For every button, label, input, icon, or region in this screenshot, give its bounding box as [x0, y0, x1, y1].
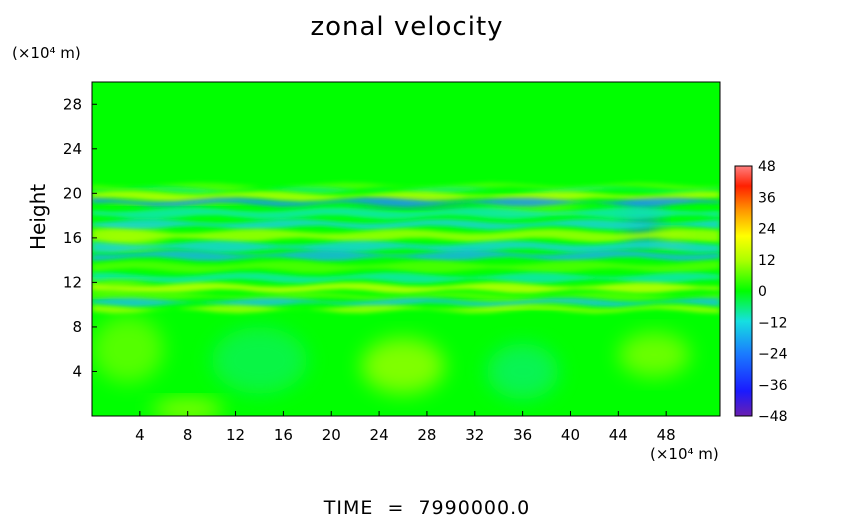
y-tick-label: 20: [63, 184, 82, 202]
colorbar-tick-label: −24: [758, 347, 788, 363]
field-blob: [151, 399, 224, 416]
field-blob: [211, 326, 308, 394]
field-band: [92, 260, 720, 273]
x-tick-label: 16: [274, 426, 293, 444]
colorbar: [734, 165, 753, 417]
field-band: [92, 272, 720, 284]
field-band: [92, 191, 720, 203]
field-band: [92, 250, 720, 262]
field-band: [92, 305, 720, 314]
x-tick-label: 32: [465, 426, 484, 444]
y-tick-label: 24: [63, 140, 82, 158]
x-tick-label: 4: [135, 426, 145, 444]
time-label: TIME = 7990000.0: [323, 497, 531, 519]
x-tick-label: 8: [183, 426, 193, 444]
velocity-field: [92, 82, 720, 416]
plot-frame: [91, 81, 721, 417]
field-band: [92, 240, 720, 253]
y-axis: 4 8 12 16 20 24 28: [63, 95, 97, 380]
field-band: [92, 197, 720, 207]
x-tick-label: 36: [513, 426, 532, 444]
y-axis-unit: (×10⁴ m): [12, 44, 81, 62]
colorbar-tick-label: −48: [758, 409, 788, 425]
chart-title: zonal velocity: [310, 12, 504, 42]
field-blob: [486, 343, 559, 400]
x-tick-label: 44: [609, 426, 628, 444]
colorbar-tick-label: 36: [758, 190, 776, 206]
x-tick-label: 12: [226, 426, 245, 444]
colorbar-tick-label: −36: [758, 378, 788, 394]
colorbar-tick-label: 24: [758, 222, 776, 238]
field-blob: [361, 338, 445, 394]
colorbar-tick-label: 48: [758, 159, 776, 175]
colorbar-tick-label: −12: [758, 315, 788, 331]
y-tick-label: 28: [63, 95, 82, 113]
y-tick-label: 8: [72, 318, 82, 336]
field-band: [92, 229, 720, 243]
x-axis-unit: (×10⁴ m): [650, 445, 719, 463]
x-tick-label: 28: [417, 426, 436, 444]
field-blob: [92, 315, 164, 383]
field-blob: [618, 332, 691, 378]
x-tick-label: 20: [322, 426, 341, 444]
field-band: [92, 219, 720, 230]
field-band: [92, 297, 720, 308]
y-tick-label: 4: [72, 362, 82, 380]
x-tick-label: 40: [561, 426, 580, 444]
colorbar-tick-label: 0: [758, 284, 767, 300]
colorbar-tick-label: 12: [758, 253, 776, 269]
x-tick-label: 48: [657, 426, 676, 444]
y-tick-label: 16: [63, 229, 82, 247]
field-band: [92, 207, 720, 220]
x-tick-label: 24: [370, 426, 389, 444]
field-band: [92, 282, 720, 294]
colorbar-labels: 48 36 24 12 0 −12 −24 −36 −48: [758, 159, 788, 425]
y-tick-label: 12: [63, 273, 82, 291]
x-axis: 4 8 12 16 20 24 28 32 36 40 44 48: [135, 411, 676, 444]
